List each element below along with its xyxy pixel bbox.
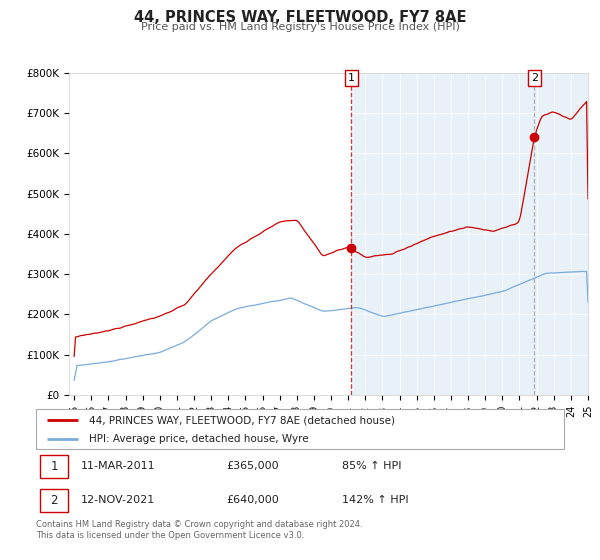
- FancyBboxPatch shape: [36, 409, 564, 449]
- Text: 11-MAR-2011: 11-MAR-2011: [81, 461, 155, 471]
- Text: 2: 2: [50, 494, 58, 507]
- Text: 44, PRINCES WAY, FLEETWOOD, FY7 8AE: 44, PRINCES WAY, FLEETWOOD, FY7 8AE: [134, 10, 466, 25]
- Text: 2: 2: [531, 73, 538, 83]
- Text: Price paid vs. HM Land Registry's House Price Index (HPI): Price paid vs. HM Land Registry's House …: [140, 22, 460, 32]
- Bar: [65, 73, 352, 395]
- Text: £365,000: £365,000: [226, 461, 279, 471]
- FancyBboxPatch shape: [40, 455, 68, 478]
- Text: 85% ↑ HPI: 85% ↑ HPI: [342, 461, 402, 471]
- Text: Contains HM Land Registry data © Crown copyright and database right 2024.
This d: Contains HM Land Registry data © Crown c…: [36, 520, 362, 540]
- Text: £640,000: £640,000: [226, 496, 279, 506]
- Text: 44, PRINCES WAY, FLEETWOOD, FY7 8AE (detached house): 44, PRINCES WAY, FLEETWOOD, FY7 8AE (det…: [89, 415, 395, 425]
- Text: HPI: Average price, detached house, Wyre: HPI: Average price, detached house, Wyre: [89, 433, 308, 444]
- Text: 1: 1: [348, 73, 355, 83]
- Text: 12-NOV-2021: 12-NOV-2021: [81, 496, 155, 506]
- FancyBboxPatch shape: [40, 489, 68, 512]
- Text: 1: 1: [50, 460, 58, 473]
- Text: 142% ↑ HPI: 142% ↑ HPI: [342, 496, 409, 506]
